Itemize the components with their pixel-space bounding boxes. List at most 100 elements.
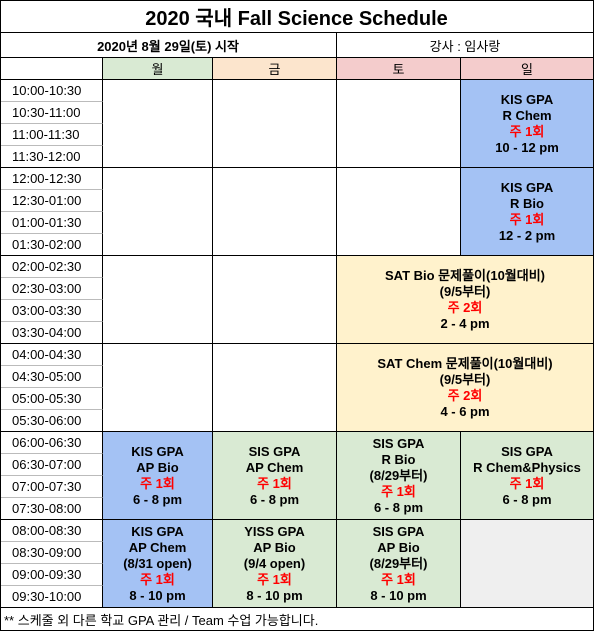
empty-cell [103,256,213,344]
empty-cell [213,80,337,168]
time-slot: 01:00-01:30 [0,212,103,234]
frequency: 주 1회 [140,475,175,491]
hours: 12 - 2 pm [498,227,556,243]
class-cell: SIS GPA R Bio (8/29부터) 주 1회 6 - 8 pm [337,432,461,520]
time-slot: 06:30-07:00 [0,454,103,476]
class-cell: SIS GPA AP Bio (8/29부터) 주 1회 8 - 10 pm [337,520,461,608]
class-cell: SAT Chem 문제풀이(10월대비) (9/5부터) 주 2회 4 - 6 pm [337,344,594,432]
course-line: (8/31 open) [123,555,192,571]
empty-cell [337,168,461,256]
course-line: (9/4 open) [243,555,306,571]
frequency: 주 2회 [447,299,483,315]
course-line: R Bio [381,451,416,467]
title: 2020 국내 Fall Science Schedule [0,0,594,33]
time-slot: 04:00-04:30 [0,344,103,366]
empty-cell [337,80,461,168]
hours: 4 - 6 pm [440,403,490,419]
empty-cell [103,344,213,432]
frequency: 주 1회 [381,571,416,587]
empty-cell [103,80,213,168]
course-line: (8/29부터) [369,555,428,571]
frequency: 주 1회 [257,475,292,491]
empty-cell [213,168,337,256]
time-slot: 02:30-03:00 [0,278,103,300]
time-slot: 11:30-12:00 [0,146,103,168]
time-slot: 06:00-06:30 [0,432,103,454]
hours: 8 - 10 pm [370,587,427,603]
course-line: SAT Bio 문제풀이(10월대비) [384,267,546,283]
instructor: 강사 : 임사랑 [337,33,594,58]
day-header: 토 [337,58,461,80]
course-line: AP Bio [253,539,296,555]
course-line: R Chem&Physics [473,459,581,475]
course-line: (9/5부터) [439,283,491,299]
course-line: KIS GPA [500,179,554,195]
start-date: 2020년 8월 29일(토) 시작 [0,33,337,58]
day-header: 금 [213,58,337,80]
empty-cell [461,520,594,608]
time-slot: 10:30-11:00 [0,102,103,124]
empty-cell [103,168,213,256]
frequency: 주 2회 [447,387,483,403]
time-slot: 08:00-08:30 [0,520,103,542]
class-cell: SIS GPA R Chem&Physics 주 1회 6 - 8 pm [461,432,594,520]
course-line: (9/5부터) [439,371,491,387]
class-cell: KIS GPA AP Chem (8/31 open) 주 1회 8 - 10 pm [103,520,213,608]
corner-cell [0,58,103,80]
frequency: 주 1회 [257,571,292,587]
hours: 6 - 8 pm [502,491,552,507]
course-line: AP Chem [245,459,304,475]
time-slot: 03:00-03:30 [0,300,103,322]
time-slot: 09:00-09:30 [0,564,103,586]
time-slot: 12:00-12:30 [0,168,103,190]
course-line: SIS GPA [501,443,553,459]
hours: 6 - 8 pm [132,491,183,507]
course-line: AP Bio [377,539,420,555]
course-line: R Chem [502,107,552,123]
frequency: 주 1회 [509,211,545,227]
day-header: 월 [103,58,213,80]
time-slot: 12:30-01:00 [0,190,103,212]
class-cell: YISS GPA AP Bio (9/4 open) 주 1회 8 - 10 pm [213,520,337,608]
time-slot: 01:30-02:00 [0,234,103,256]
empty-cell [213,256,337,344]
frequency: 주 1회 [509,123,545,139]
time-slot: 09:30-10:00 [0,586,103,608]
time-slot: 11:00-11:30 [0,124,103,146]
time-slot: 05:00-05:30 [0,388,103,410]
hours: 10 - 12 pm [495,139,559,155]
time-slot: 10:00-10:30 [0,80,103,102]
frequency: 주 1회 [381,483,416,499]
time-slot: 04:30-05:00 [0,366,103,388]
hours: 6 - 8 pm [373,499,424,515]
frequency: 주 1회 [509,475,545,491]
course-line: YISS GPA [244,523,305,539]
time-slot: 05:30-06:00 [0,410,103,432]
day-header: 일 [461,58,594,80]
course-line: AP Chem [128,539,187,555]
course-line: KIS GPA [131,443,184,459]
course-line: R Bio [510,195,544,211]
hours: 2 - 4 pm [440,315,490,331]
hours: 6 - 8 pm [249,491,300,507]
course-line: SIS GPA [372,435,425,451]
course-line: AP Bio [136,459,179,475]
time-slot: 08:30-09:00 [0,542,103,564]
hours: 8 - 10 pm [246,587,303,603]
time-slot: 02:00-02:30 [0,256,103,278]
class-cell: SIS GPA AP Chem 주 1회 6 - 8 pm [213,432,337,520]
course-line: SIS GPA [248,443,301,459]
class-cell: SAT Bio 문제풀이(10월대비) (9/5부터) 주 2회 2 - 4 pm [337,256,594,344]
course-line: KIS GPA [500,91,554,107]
footer-note: ** 스케줄 외 다른 학교 GPA 관리 / Team 수업 가능합니다. [0,608,594,631]
class-cell: KIS GPA AP Bio 주 1회 6 - 8 pm [103,432,213,520]
time-slot: 07:00-07:30 [0,476,103,498]
empty-cell [213,344,337,432]
time-slot: 07:30-08:00 [0,498,103,520]
time-slot: 03:30-04:00 [0,322,103,344]
class-cell: KIS GPA R Chem 주 1회 10 - 12 pm [461,80,594,168]
course-line: KIS GPA [131,523,184,539]
hours: 8 - 10 pm [129,587,186,603]
course-line: (8/29부터) [369,467,428,483]
